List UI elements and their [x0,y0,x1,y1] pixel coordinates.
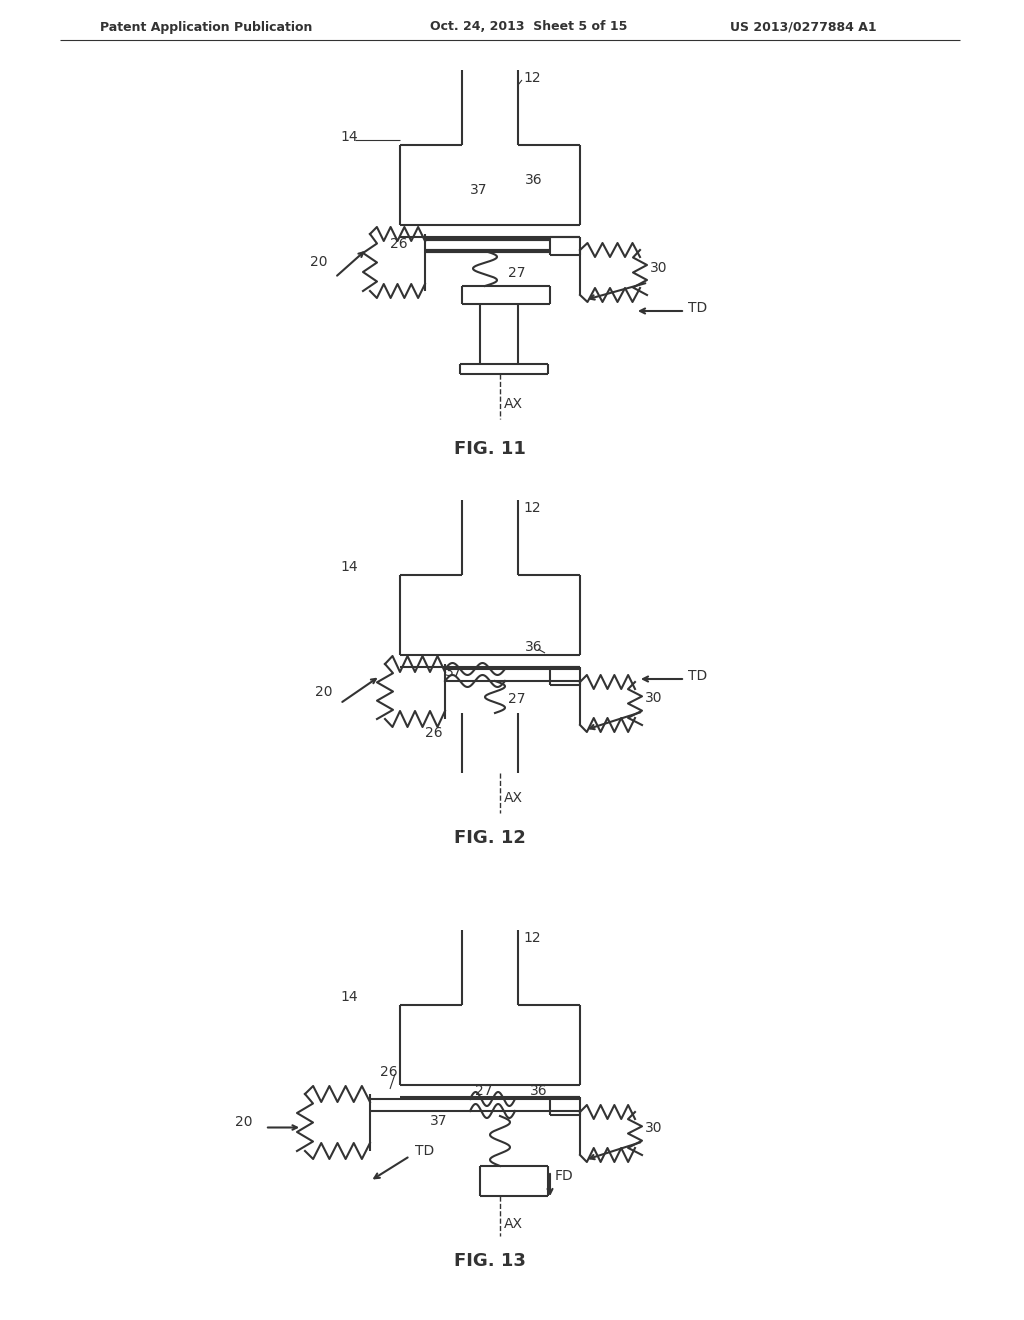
Text: FIG. 11: FIG. 11 [454,440,526,458]
Text: 37: 37 [470,183,487,197]
Text: 12: 12 [523,931,541,945]
Text: Oct. 24, 2013  Sheet 5 of 15: Oct. 24, 2013 Sheet 5 of 15 [430,21,628,33]
Text: 20: 20 [310,256,328,269]
Text: 37: 37 [430,1114,447,1129]
Text: 20: 20 [234,1115,253,1130]
Text: AX: AX [504,1217,523,1232]
Text: 26: 26 [380,1065,397,1078]
Text: 20: 20 [315,685,333,698]
Text: AX: AX [504,791,523,805]
Text: 30: 30 [645,692,663,705]
Text: 30: 30 [645,1122,663,1135]
Text: 36: 36 [525,173,543,187]
Text: 14: 14 [340,129,357,144]
Text: 37: 37 [445,665,463,678]
Text: AX: AX [504,397,523,411]
Text: 27: 27 [508,692,525,706]
Text: TD: TD [688,669,708,682]
Text: TD: TD [415,1144,434,1158]
Text: US 2013/0277884 A1: US 2013/0277884 A1 [730,21,877,33]
Text: 26: 26 [425,726,442,741]
Text: 27: 27 [475,1084,493,1098]
Text: 12: 12 [523,502,541,515]
Text: 14: 14 [340,560,357,574]
Text: 30: 30 [650,260,668,275]
Text: 36: 36 [525,640,543,653]
Text: 12: 12 [523,71,541,84]
Text: 27: 27 [508,267,525,280]
Text: FIG. 13: FIG. 13 [454,1251,526,1270]
Text: 26: 26 [390,238,408,251]
Text: TD: TD [688,301,708,315]
Text: 14: 14 [340,990,357,1005]
Text: FD: FD [555,1170,573,1183]
Text: Patent Application Publication: Patent Application Publication [100,21,312,33]
Text: 36: 36 [530,1084,548,1098]
Text: FIG. 12: FIG. 12 [454,829,526,847]
